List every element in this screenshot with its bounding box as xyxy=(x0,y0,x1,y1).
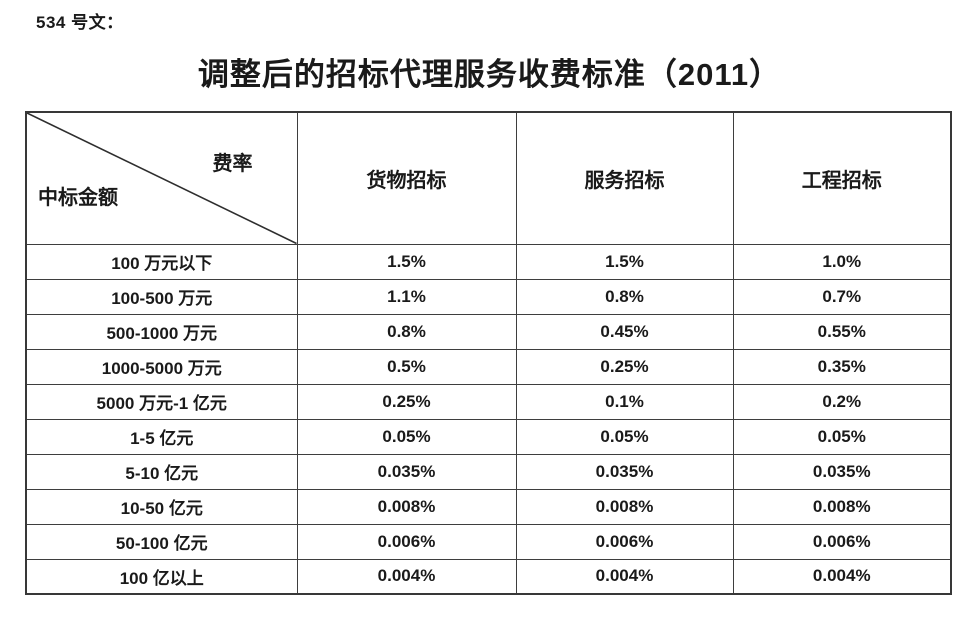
table-row: 1-5 亿元 0.05% 0.05% 0.05% xyxy=(25,418,952,455)
value-cell: 0.006% xyxy=(296,523,517,560)
value-cell: 0.05% xyxy=(515,418,734,455)
value-cell: 0.5% xyxy=(296,348,517,385)
table-row: 50-100 亿元 0.006% 0.006% 0.006% xyxy=(25,523,952,560)
corner-label-fee-rate: 费率 xyxy=(212,153,253,175)
table-row: 100-500 万元 1.1% 0.8% 0.7% xyxy=(25,278,952,315)
value-cell: 0.55% xyxy=(732,313,952,350)
value-cell: 0.25% xyxy=(515,348,734,385)
table-row: 1000-5000 万元 0.5% 0.25% 0.35% xyxy=(25,348,952,385)
value-cell: 1.0% xyxy=(732,243,952,280)
row-label-cell: 100 万元以下 xyxy=(25,243,298,280)
column-header-services: 服务招标 xyxy=(515,111,734,245)
value-cell: 0.05% xyxy=(296,418,517,455)
value-cell: 0.004% xyxy=(515,558,734,595)
row-label-cell: 5-10 亿元 xyxy=(25,453,298,490)
table-row: 500-1000 万元 0.8% 0.45% 0.55% xyxy=(25,313,952,350)
row-label-cell: 500-1000 万元 xyxy=(25,313,298,350)
table-row: 100 万元以下 1.5% 1.5% 1.0% xyxy=(25,243,952,280)
value-cell: 0.004% xyxy=(732,558,952,595)
doc-number-label: 534 号文： xyxy=(36,13,124,32)
value-cell: 0.035% xyxy=(732,453,952,490)
value-cell: 0.2% xyxy=(732,383,952,420)
fee-table: 费率 中标金额 货物招标 服务招标 工程招标 100 万元以下 1.5% 1.5… xyxy=(25,111,952,595)
row-label-cell: 100-500 万元 xyxy=(25,278,298,315)
table-body: 100 万元以下 1.5% 1.5% 1.0% 100-500 万元 1.1% … xyxy=(25,243,952,595)
value-cell: 0.008% xyxy=(296,488,517,525)
table-row: 100 亿以上 0.004% 0.004% 0.004% xyxy=(25,558,952,595)
value-cell: 0.45% xyxy=(515,313,734,350)
table-row: 5-10 亿元 0.035% 0.035% 0.035% xyxy=(25,453,952,490)
row-label-cell: 10-50 亿元 xyxy=(25,488,298,525)
column-header-goods: 货物招标 xyxy=(296,111,517,245)
value-cell: 0.05% xyxy=(732,418,952,455)
row-label-cell: 5000 万元-1 亿元 xyxy=(25,383,298,420)
value-cell: 0.008% xyxy=(732,488,952,525)
diagonal-divider-line xyxy=(27,113,297,244)
row-label-cell: 1000-5000 万元 xyxy=(25,348,298,385)
value-cell: 0.004% xyxy=(296,558,517,595)
value-cell: 0.35% xyxy=(732,348,952,385)
value-cell: 0.1% xyxy=(515,383,734,420)
table-row: 10-50 亿元 0.008% 0.008% 0.008% xyxy=(25,488,952,525)
row-label-cell: 50-100 亿元 xyxy=(25,523,298,560)
value-cell: 1.5% xyxy=(515,243,734,280)
row-label-cell: 1-5 亿元 xyxy=(25,418,298,455)
value-cell: 0.8% xyxy=(296,313,517,350)
value-cell: 0.006% xyxy=(732,523,952,560)
table-header-row: 费率 中标金额 货物招标 服务招标 工程招标 xyxy=(25,111,952,245)
value-cell: 0.8% xyxy=(515,278,734,315)
page-title: 调整后的招标代理服务收费标准（2011） xyxy=(197,57,782,92)
value-cell: 1.1% xyxy=(296,278,517,315)
value-cell: 0.7% xyxy=(732,278,952,315)
value-cell: 1.5% xyxy=(296,243,517,280)
column-header-engineering: 工程招标 xyxy=(732,111,952,245)
value-cell: 0.008% xyxy=(515,488,734,525)
row-label-cell: 100 亿以上 xyxy=(25,558,298,595)
diagonal-header-cell: 费率 中标金额 xyxy=(25,111,298,245)
value-cell: 0.035% xyxy=(296,453,517,490)
corner-label-bid-amount: 中标金额 xyxy=(38,186,118,209)
value-cell: 0.25% xyxy=(296,383,517,420)
table-row: 5000 万元-1 亿元 0.25% 0.1% 0.2% xyxy=(25,383,952,420)
value-cell: 0.035% xyxy=(515,453,734,490)
value-cell: 0.006% xyxy=(515,523,734,560)
